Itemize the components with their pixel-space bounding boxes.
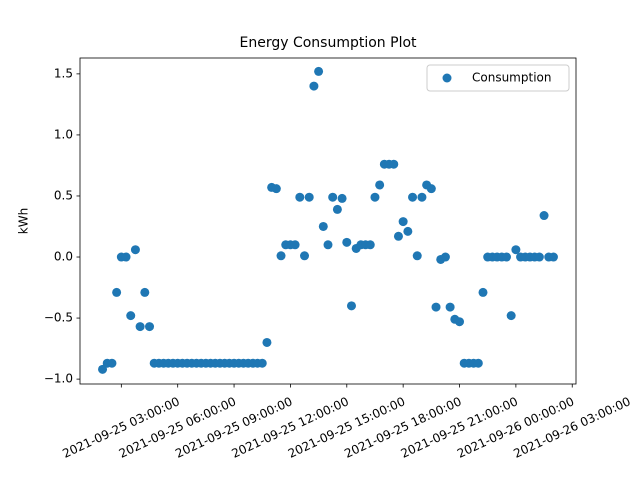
y-axis-label: kWh (17, 208, 31, 234)
point (473, 358, 483, 368)
point (501, 252, 511, 262)
point (145, 322, 155, 332)
point (403, 226, 413, 236)
point (126, 311, 136, 321)
point (426, 184, 436, 194)
point (539, 211, 549, 221)
point (328, 192, 338, 202)
point (370, 192, 380, 202)
y-tick-label: −0.5 (44, 311, 73, 325)
point (440, 252, 450, 262)
point (140, 287, 150, 297)
point (323, 240, 333, 250)
point (412, 251, 422, 261)
y-tick-label: 1.5 (54, 66, 73, 80)
point (389, 159, 399, 169)
point (98, 364, 108, 374)
point (337, 193, 347, 203)
point (304, 192, 314, 202)
point (107, 358, 117, 368)
legend-box (426, 64, 570, 92)
point (271, 184, 281, 194)
point (417, 192, 427, 202)
point (112, 287, 122, 297)
y-tick-label: −1.0 (44, 372, 73, 386)
point (262, 337, 272, 347)
point (506, 311, 516, 321)
point (295, 192, 305, 202)
point (393, 231, 403, 241)
point (342, 237, 352, 247)
point (365, 240, 375, 250)
point (478, 287, 488, 297)
y-tick-label: 0.5 (54, 188, 73, 202)
point (332, 204, 342, 214)
point (257, 358, 267, 368)
point (276, 251, 286, 261)
point (445, 302, 455, 312)
y-tick-label: 1.0 (54, 127, 73, 141)
point (314, 66, 324, 76)
point (309, 81, 319, 91)
legend-marker (442, 73, 452, 83)
point (290, 240, 300, 250)
point (431, 302, 441, 312)
point (408, 192, 418, 202)
point (346, 301, 356, 311)
y-tick-label: 0.0 (54, 250, 73, 264)
point (375, 180, 385, 190)
point (318, 221, 328, 231)
point (300, 251, 310, 261)
point (511, 245, 521, 255)
point (121, 252, 131, 262)
legend-label: Consumption (472, 71, 551, 85)
point (548, 252, 558, 262)
point (398, 217, 408, 227)
axes-frame (79, 57, 577, 385)
point (534, 252, 544, 262)
point (455, 317, 465, 327)
chart-title: Energy Consumption Plot (239, 35, 417, 51)
point (130, 245, 140, 255)
point (135, 322, 145, 332)
